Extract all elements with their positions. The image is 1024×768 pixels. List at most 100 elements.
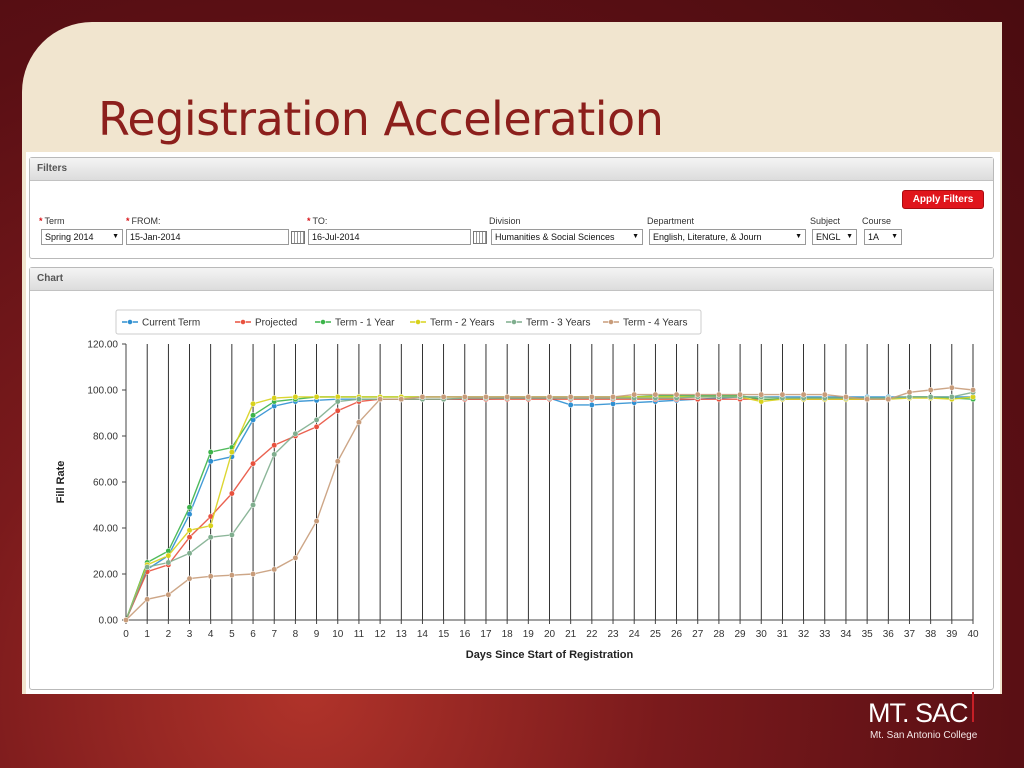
term-select[interactable]: Spring 2014 ▼ xyxy=(41,229,123,245)
data-point xyxy=(250,502,257,508)
data-point xyxy=(144,596,151,603)
chevron-down-icon: ▼ xyxy=(795,233,802,240)
x-tick-label: 12 xyxy=(375,629,387,640)
data-point xyxy=(546,393,553,400)
data-point xyxy=(567,393,574,400)
data-point xyxy=(271,395,278,402)
data-point xyxy=(715,391,722,398)
data-point xyxy=(292,554,299,561)
apply-filters-button[interactable]: Apply Filters xyxy=(902,190,984,209)
data-point xyxy=(228,449,235,456)
x-tick-label: 37 xyxy=(904,629,916,640)
x-tick-label: 33 xyxy=(819,629,831,640)
division-select[interactable]: Humanities & Social Sciences ▼ xyxy=(491,229,643,245)
x-tick-label: 22 xyxy=(586,629,598,640)
x-tick-label: 31 xyxy=(777,629,789,640)
data-point xyxy=(885,396,892,403)
x-tick-label: 11 xyxy=(354,629,365,640)
data-point xyxy=(250,400,257,407)
data-point xyxy=(970,387,976,393)
data-point xyxy=(207,573,214,580)
division-label: Division xyxy=(489,216,521,226)
data-point xyxy=(228,490,235,497)
calendar-icon[interactable] xyxy=(291,231,305,244)
data-point xyxy=(652,391,659,398)
data-point xyxy=(313,423,320,430)
x-tick-label: 18 xyxy=(502,629,514,640)
data-point xyxy=(673,391,680,398)
y-tick-label: 120.00 xyxy=(87,340,118,351)
to-label: * TO: xyxy=(307,216,328,226)
college-logo: MT. SAC xyxy=(868,698,969,728)
legend-marker xyxy=(320,319,326,325)
x-tick-label: 14 xyxy=(417,629,429,640)
legend-item: Term - 4 Years xyxy=(623,318,687,329)
data-point xyxy=(864,396,871,403)
filters-panel: Filters Apply Filters * Term Spring 2014 ▼… xyxy=(29,157,994,259)
x-tick-label: 38 xyxy=(925,629,937,640)
data-point xyxy=(271,451,278,458)
data-point xyxy=(165,552,172,559)
y-tick-label: 40.00 xyxy=(93,524,118,535)
data-point xyxy=(271,566,278,573)
data-point xyxy=(186,527,193,534)
data-point xyxy=(355,396,362,403)
x-tick-label: 2 xyxy=(166,629,172,640)
x-tick-label: 40 xyxy=(967,629,979,640)
x-tick-label: 21 xyxy=(565,629,577,640)
x-tick-label: 16 xyxy=(459,629,471,640)
legend-marker xyxy=(240,319,246,325)
data-point xyxy=(292,430,299,437)
data-point xyxy=(165,559,172,566)
college-logo-subtitle: Mt. San Antonio College xyxy=(870,730,978,741)
x-tick-label: 6 xyxy=(250,629,256,640)
x-tick-label: 9 xyxy=(314,629,320,640)
data-point xyxy=(377,396,384,403)
course-label: Course xyxy=(862,216,892,226)
x-tick-label: 17 xyxy=(480,629,492,640)
subject-select[interactable]: ENGL ▼ xyxy=(812,229,857,245)
x-tick-label: 10 xyxy=(332,629,344,640)
data-point xyxy=(186,550,193,557)
calendar-icon[interactable] xyxy=(473,231,487,244)
legend-item: Term - 1 Year xyxy=(335,318,395,329)
x-tick-label: 4 xyxy=(208,629,214,640)
x-tick-label: 19 xyxy=(523,629,535,640)
data-point xyxy=(525,393,532,400)
data-point xyxy=(334,458,341,465)
to-date-input[interactable]: 16-Jul-2014 xyxy=(308,229,471,245)
legend-item: Term - 2 Years xyxy=(430,318,494,329)
x-tick-label: 0 xyxy=(123,629,129,640)
y-axis-title: Fill Rate xyxy=(55,461,67,504)
data-point xyxy=(440,393,447,400)
from-label: * FROM: xyxy=(126,216,161,226)
legend-marker xyxy=(608,319,614,325)
x-tick-label: 24 xyxy=(629,629,641,640)
x-tick-label: 39 xyxy=(946,629,958,640)
x-tick-label: 23 xyxy=(607,629,619,640)
data-point xyxy=(927,393,934,400)
report-screenshot: Filters Apply Filters * Term Spring 2014 ▼… xyxy=(26,152,1000,694)
data-point xyxy=(927,387,934,393)
legend-marker xyxy=(511,319,517,325)
from-date-input[interactable]: 15-Jan-2014 xyxy=(126,229,289,245)
legend-marker xyxy=(127,319,133,325)
data-point xyxy=(144,564,151,571)
y-tick-label: 0.00 xyxy=(99,616,119,627)
department-select[interactable]: English, Literature, & Journ ▼ xyxy=(649,229,806,245)
x-tick-label: 3 xyxy=(187,629,193,640)
x-tick-label: 20 xyxy=(544,629,556,640)
y-tick-label: 80.00 xyxy=(93,432,118,443)
data-point xyxy=(948,384,955,391)
course-select[interactable]: 1A ▼ xyxy=(864,229,902,245)
legend-marker xyxy=(415,319,421,325)
required-mark: * xyxy=(307,216,311,226)
slide-title: Registration Acceleration xyxy=(98,92,664,146)
data-point xyxy=(186,575,193,582)
chart-panel-title: Chart xyxy=(30,268,993,291)
data-point xyxy=(228,572,235,579)
data-point xyxy=(419,393,426,400)
legend-item: Term - 3 Years xyxy=(526,318,590,329)
y-tick-label: 100.00 xyxy=(87,386,118,397)
data-point xyxy=(313,518,320,525)
